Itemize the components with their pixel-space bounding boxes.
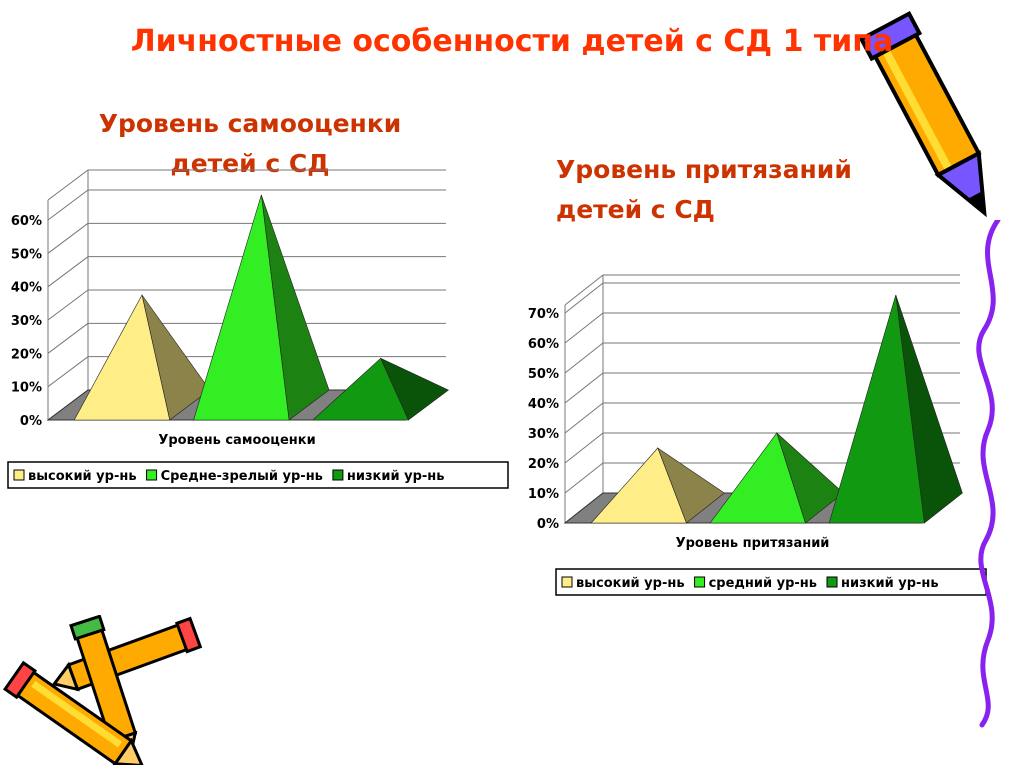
y-tick-label: 60%	[528, 337, 559, 352]
y-tick-label: 50%	[528, 367, 559, 382]
pyramid-front	[590, 447, 687, 524]
chart2-heading: Уровень притязаний детей с СД	[556, 150, 916, 230]
y-tick-label: 40%	[528, 397, 559, 412]
self-esteem-chart: 0% 10% 20% 30% 40% 50% 60% Уровень самооценки вы…	[7, 169, 509, 489]
legend-label: средний ур-нь	[709, 576, 817, 591]
x-axis-label: Уровень притязаний	[676, 536, 830, 551]
aspiration-chart: 0% 10% 20% 30% 40% 50% 60% 70% Уровень притязани…	[528, 274, 987, 596]
legend-label: высокий ур-нь	[576, 576, 685, 591]
y-tick-label: 70%	[528, 307, 559, 322]
legend: высокий ур-нь Средне-зрелый ур-нь низкий у…	[7, 461, 509, 489]
legend-box	[555, 568, 987, 596]
pyramid-front	[828, 294, 925, 524]
pyramid-front	[709, 432, 806, 524]
y-tick-label: 0%	[537, 517, 559, 532]
legend: высокий ур-нь средний ур-нь низкий ур-нь	[555, 568, 987, 596]
y-tick-label: 10%	[528, 487, 559, 502]
gridline-depth	[47, 169, 89, 201]
gridline-depth	[47, 289, 89, 321]
legend-swatch	[13, 469, 25, 481]
gridline-depth	[564, 312, 604, 344]
chart2-heading-line1: Уровень притязаний	[556, 155, 852, 184]
pyramid-2	[193, 194, 330, 421]
y-tick-label: 10%	[11, 381, 42, 396]
pyramid-1	[590, 447, 725, 524]
pyramid-front	[312, 357, 409, 421]
chart1-heading-line1: Уровень самооценки	[98, 109, 402, 138]
gridline-depth	[564, 342, 604, 374]
pyramid-3	[312, 357, 449, 421]
chart1-heading-line2: детей с СД	[170, 149, 330, 178]
legend-swatch	[332, 469, 344, 481]
chart2-heading-line2: детей с СД	[556, 195, 715, 224]
y-tick-label: 30%	[11, 314, 42, 329]
gridline-depth	[47, 222, 89, 254]
pyramid-3	[828, 294, 963, 524]
gridline-depth	[47, 189, 89, 221]
legend-label: Средне-зрелый ур-нь	[161, 469, 323, 484]
y-tick-label: 0%	[20, 414, 42, 429]
crossed-pencils-icon	[3, 615, 203, 765]
y-tick-label: 60%	[11, 214, 42, 229]
pyramid-front	[73, 294, 171, 421]
pyramid-2	[709, 432, 844, 524]
gridline-depth	[564, 462, 604, 494]
y-tick-label: 20%	[528, 457, 559, 472]
chart1-heading: Уровень самооценки детей с СД	[60, 104, 440, 184]
pyramid-front	[193, 194, 290, 421]
legend-swatch	[146, 469, 158, 481]
legend-swatch	[561, 576, 573, 588]
gridline-depth	[564, 372, 604, 404]
gridline-depth	[47, 356, 89, 388]
y-tick-label: 40%	[11, 281, 42, 296]
gridline-depth	[47, 256, 89, 288]
legend-box	[7, 461, 509, 489]
legend-swatch	[826, 576, 838, 588]
y-tick-label: 20%	[11, 347, 42, 362]
legend-label: низкий ур-нь	[841, 576, 939, 591]
gridline-depth	[564, 282, 604, 314]
pyramid-1	[73, 294, 211, 421]
legend-label: высокий ур-нь	[28, 469, 137, 484]
gridline-depth	[564, 402, 604, 434]
y-tick-label: 30%	[528, 427, 559, 442]
gridline-depth	[47, 322, 89, 354]
gridline-depth	[564, 274, 604, 306]
legend-label: низкий ур-нь	[347, 469, 445, 484]
gridline-depth	[564, 432, 604, 464]
y-tick-label: 50%	[11, 247, 42, 262]
legend-swatch	[694, 576, 706, 588]
x-axis-label: Уровень самооценки	[158, 433, 315, 448]
slide-title: Личностные особенности детей с СД 1 типа	[130, 24, 894, 59]
